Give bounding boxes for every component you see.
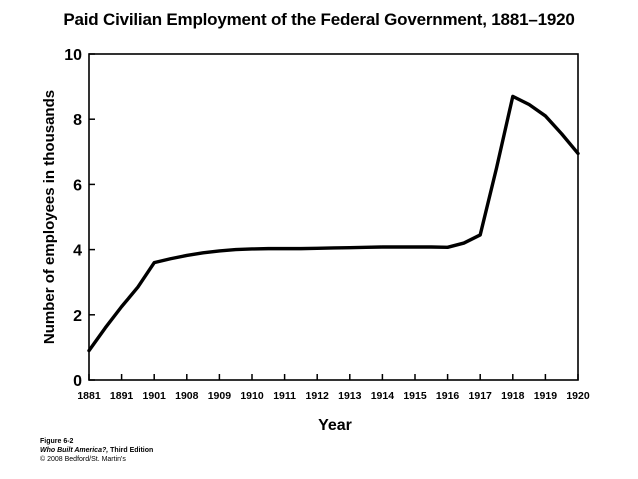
x-tick-label: 1916 bbox=[436, 390, 460, 402]
y-axis-label: Number of employees in thousands bbox=[41, 90, 58, 344]
y-tick-label: 6 bbox=[73, 177, 82, 194]
x-tick-label: 1908 bbox=[175, 390, 199, 402]
y-tick-label: 0 bbox=[73, 373, 82, 390]
x-tick-label: 1917 bbox=[469, 390, 493, 402]
x-tick-label: 1915 bbox=[403, 390, 427, 402]
figure-caption: Figure 6-2 Who Built America?, Third Edi… bbox=[40, 437, 153, 464]
x-tick-label: 1914 bbox=[371, 390, 395, 402]
x-tick-label: 1912 bbox=[306, 390, 330, 402]
x-tick-label: 1910 bbox=[240, 390, 264, 402]
x-tick-label: 1919 bbox=[534, 390, 558, 402]
plot-frame bbox=[88, 53, 579, 381]
figure-number: Figure 6-2 bbox=[40, 438, 74, 445]
y-tick-label: 8 bbox=[73, 112, 82, 129]
y-tick-label: 2 bbox=[73, 308, 82, 325]
x-tick-label: 1913 bbox=[338, 390, 362, 402]
x-tick-label: 1881 bbox=[77, 390, 101, 402]
axes bbox=[88, 53, 579, 381]
book-title: Who Built America?, bbox=[40, 447, 109, 454]
x-tick-label: 1911 bbox=[273, 390, 296, 402]
x-tick-label: 1891 bbox=[110, 390, 134, 402]
x-tick-label: 1909 bbox=[208, 390, 232, 402]
series-layer bbox=[87, 94, 580, 353]
x-tick-label: 1918 bbox=[501, 390, 525, 402]
series-line bbox=[87, 94, 580, 353]
book-edition: Third Edition bbox=[108, 447, 154, 454]
x-tick-label: 1901 bbox=[143, 390, 167, 402]
copyright-notice: © 2008 Bedford/St. Martin's bbox=[40, 456, 126, 463]
y-axis-ticks: 0 2 4 6 8 10 bbox=[64, 47, 95, 390]
chart-title: Paid Civilian Employment of the Federal … bbox=[63, 10, 575, 29]
book-line: Who Built America?, Third Edition bbox=[40, 446, 153, 455]
y-tick-label: 4 bbox=[73, 243, 82, 260]
x-axis-ticks: 1881 1891 1901 1908 1909 1910 1911 1912 1913 1914… bbox=[77, 374, 590, 402]
y-tick-label: 10 bbox=[64, 47, 82, 64]
x-tick-label: 1920 bbox=[566, 390, 590, 402]
x-axis-label: Year bbox=[318, 417, 352, 434]
